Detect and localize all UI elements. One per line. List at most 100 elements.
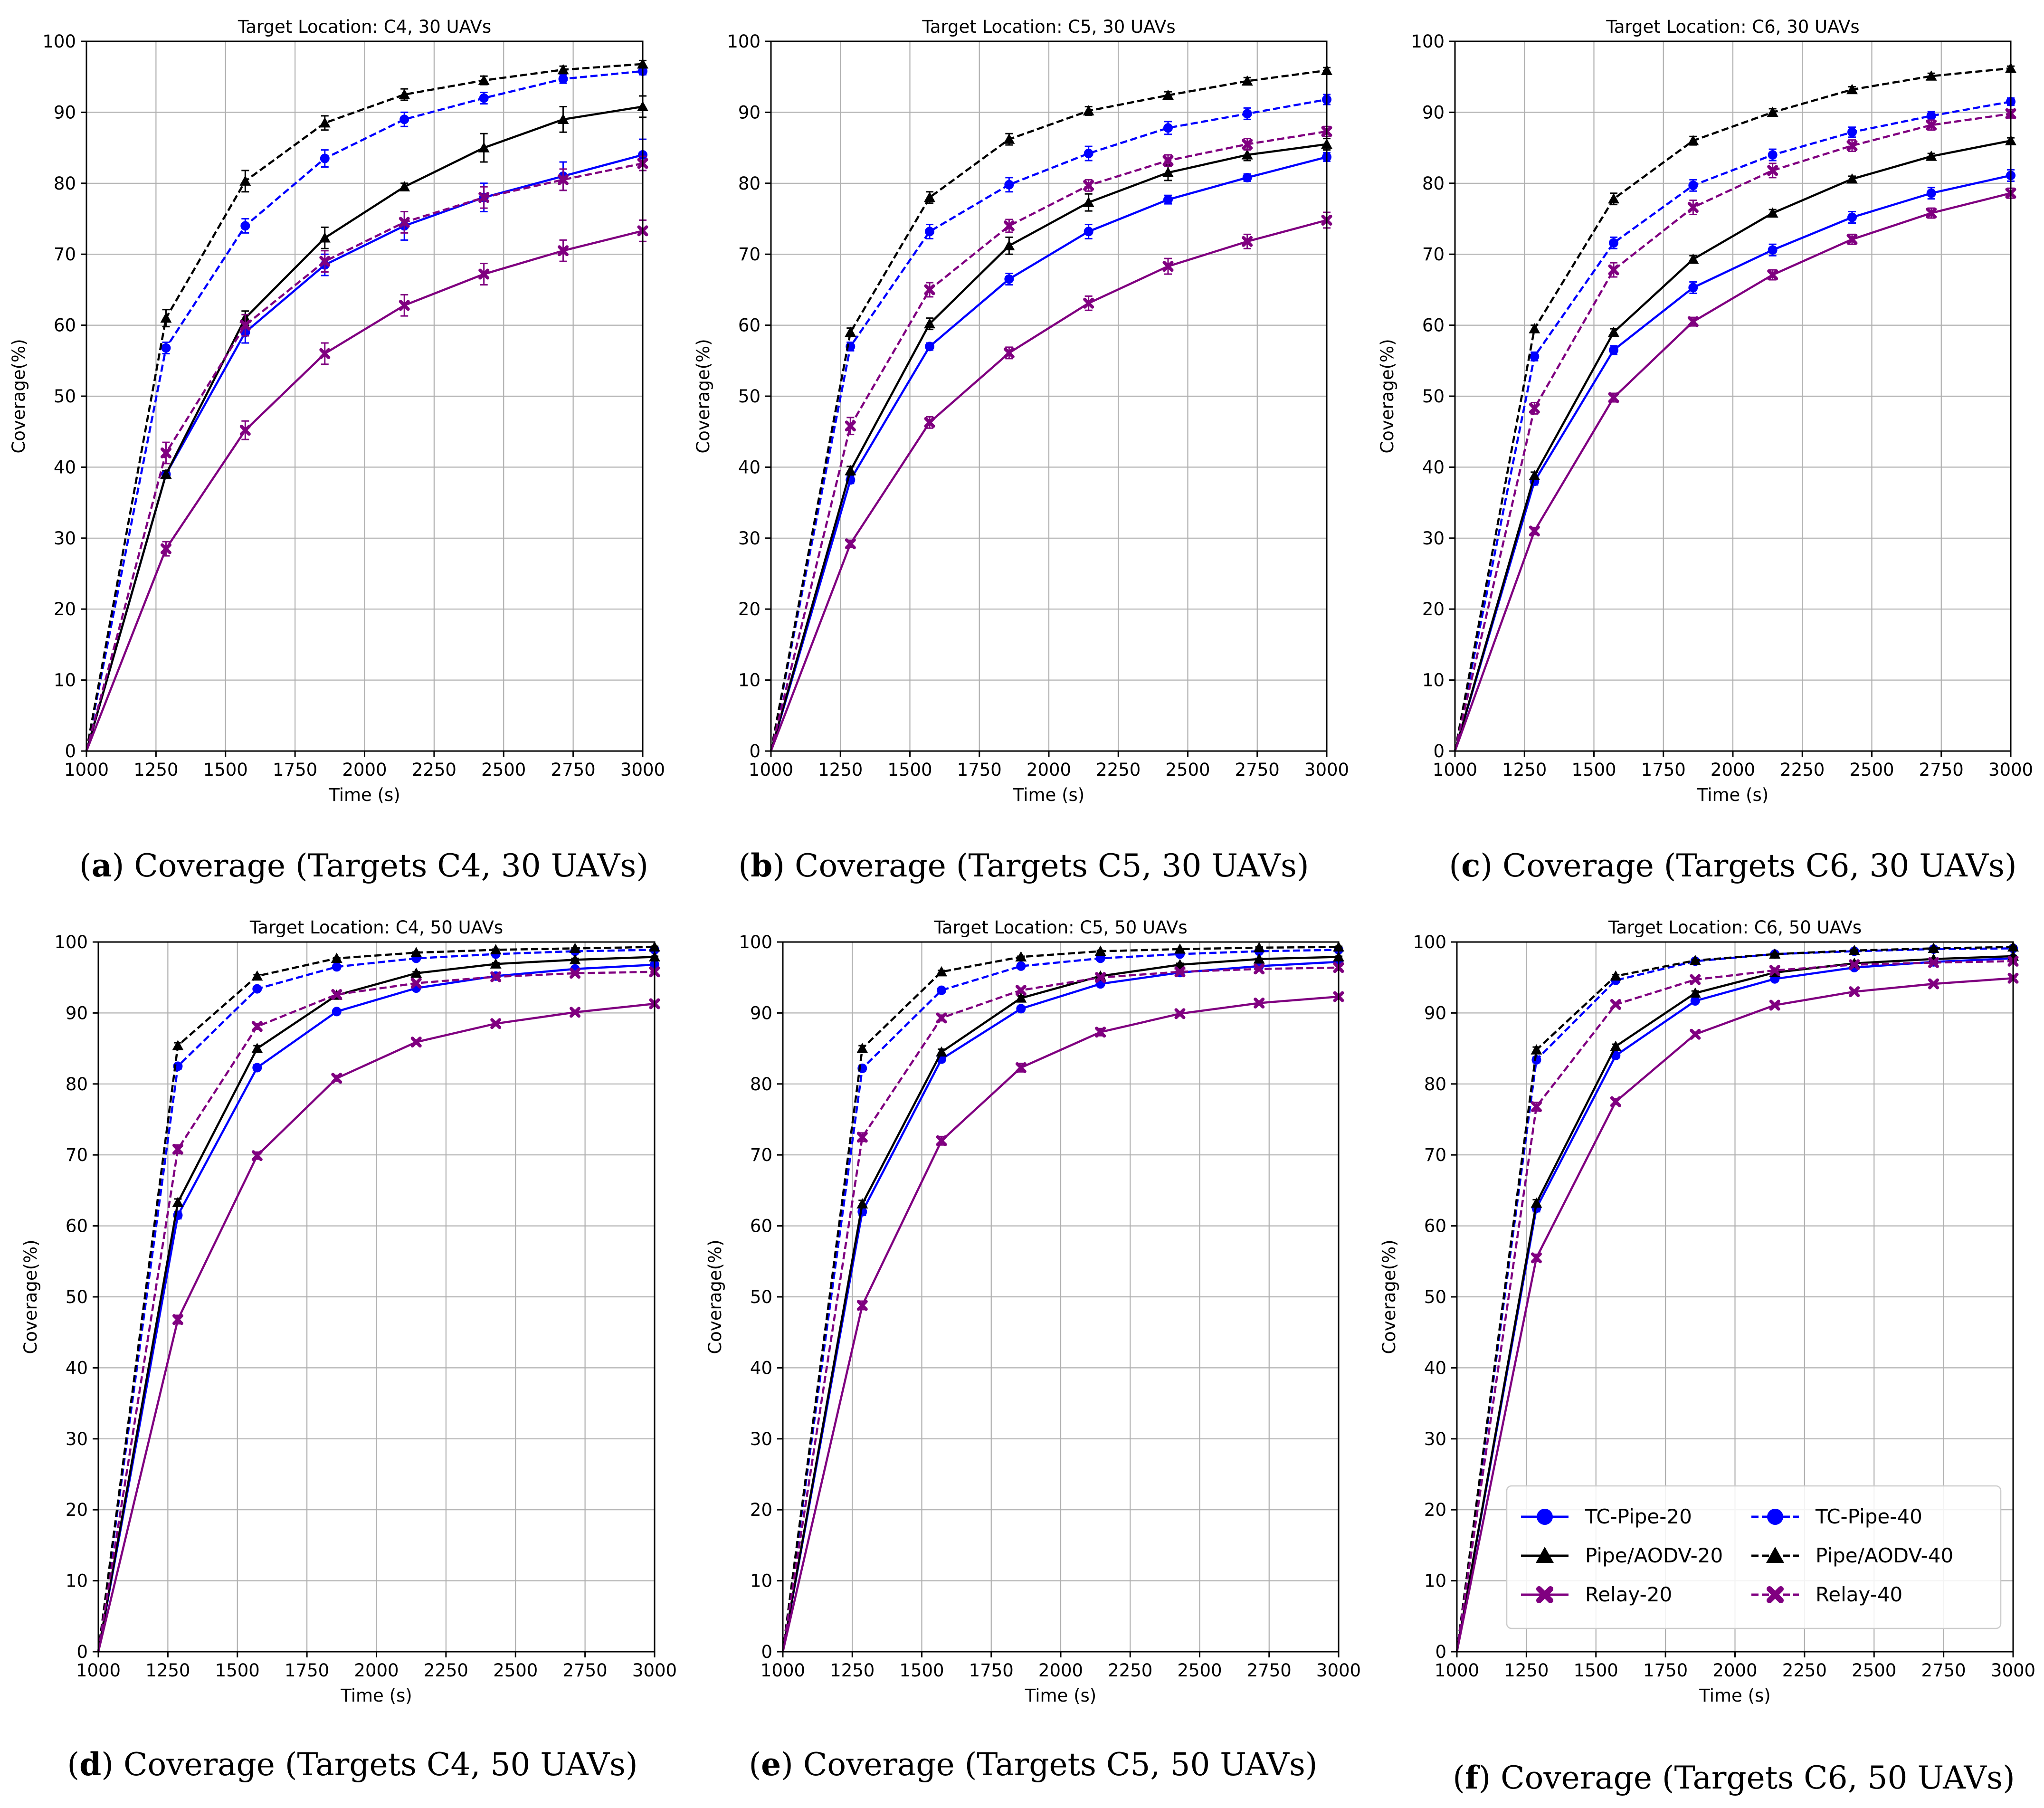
y-axis-label: Coverage(%) [1377, 339, 1398, 453]
x-axis-label: Time (s) [1699, 1685, 1770, 1706]
x-tick-label: 2250 [1780, 760, 1825, 780]
series-line [85, 63, 643, 752]
x-tick-label: 1750 [1643, 1660, 1688, 1681]
data-point [1174, 966, 1186, 978]
data-point [856, 1300, 868, 1311]
y-tick-label: 100 [42, 31, 76, 52]
y-tick-label: 100 [1411, 31, 1445, 52]
x-axis-label: Time (s) [328, 785, 400, 805]
legend-item-tc-pipe-20: TC-Pipe-20 [1521, 1505, 1692, 1528]
data-point [1253, 942, 1265, 952]
data-point [845, 465, 856, 476]
data-point [1687, 135, 1699, 145]
y-tick-label: 10 [1424, 1571, 1446, 1591]
data-point [1610, 999, 1621, 1010]
caption-label: b [751, 847, 772, 884]
series-line [97, 1002, 655, 1652]
x-tick-label: 1250 [1504, 1660, 1549, 1681]
x-tick-label: 1250 [818, 760, 863, 780]
caption: (d) Coverage (Targets C4, 50 UAVs) [67, 1746, 637, 1783]
series-relay-20 [781, 991, 1344, 1652]
y-tick-label: 70 [1422, 244, 1445, 265]
series-pipe-aodv-40 [85, 58, 648, 752]
x-tick-label: 3000 [1316, 1660, 1361, 1681]
series-pipe-aodv-20 [1454, 135, 2016, 752]
data-point [924, 191, 936, 202]
series-relay-20 [1454, 187, 2016, 752]
ticks: 1000 1250 1500 1750 2000 2250 2500 2750 3000 0 10 2… [727, 31, 1349, 780]
x-tick-label: 1250 [1502, 760, 1547, 780]
data-point [1094, 945, 1106, 956]
caption-close: ) [781, 1746, 803, 1783]
x-tick-label: 1500 [899, 1660, 944, 1681]
data-point [1610, 970, 1622, 981]
chart-title: Target Location: C5, 30 UAVs [922, 17, 1175, 37]
caption-label: a [92, 847, 112, 884]
data-point [1083, 180, 1094, 191]
chart-panel-6: 1000 1250 1500 1750 2000 2250 2500 2750 3000 0 10 2… [1379, 917, 2035, 1796]
data-point [1609, 238, 1619, 248]
data-point [1849, 986, 1860, 998]
data-point [1163, 123, 1173, 133]
data-point [925, 342, 935, 352]
caption-close: ) [1478, 1760, 1501, 1796]
series-line [770, 130, 1327, 752]
y-tick-label: 10 [54, 670, 76, 691]
series-tc-pipe-40 [770, 94, 1331, 752]
data-point [856, 1198, 868, 1209]
series-relay-20 [97, 998, 660, 1652]
x-tick-label: 3000 [1991, 1660, 2035, 1681]
legend-marker [1767, 1509, 1783, 1525]
y-tick-label: 50 [750, 1287, 772, 1307]
series-pipe-aodv-20 [770, 138, 1332, 752]
data-point [925, 227, 935, 237]
x-tick-label: 2500 [481, 760, 526, 780]
caption-text: Coverage (Targets C4, 50 UAVs) [124, 1746, 638, 1783]
data-point [569, 942, 581, 953]
series-tc-pipe-20 [781, 957, 1343, 1652]
caption-text: Coverage (Targets C6, 50 UAVs) [1501, 1760, 2015, 1796]
data-point [936, 1046, 948, 1057]
data-point [490, 1018, 502, 1029]
data-point [1925, 151, 1937, 161]
data-point [558, 245, 569, 257]
x-tick-label: 3000 [620, 760, 665, 780]
caption-open: ( [79, 847, 92, 884]
x-tick-label: 1000 [761, 1660, 805, 1681]
x-tick-label: 2250 [424, 1660, 468, 1681]
legend-marker [1536, 1547, 1554, 1563]
data-point [1689, 954, 1701, 965]
data-point [1768, 150, 1778, 160]
data-point [239, 320, 251, 331]
y-tick-label: 20 [750, 1500, 772, 1520]
y-tick-label: 30 [750, 1429, 772, 1449]
data-point [251, 970, 263, 981]
legend-box [1506, 1485, 2002, 1629]
chart-title: Target Location: C6, 30 UAVs [1606, 17, 1859, 37]
legend-marker [1536, 1586, 1553, 1603]
series-relay-40 [1454, 108, 2016, 752]
series-line [97, 963, 655, 1652]
data-point [160, 312, 172, 323]
series-line [85, 153, 643, 752]
data-point [1687, 253, 1699, 264]
y-tick-label: 10 [738, 670, 761, 691]
x-tick-label: 2000 [342, 760, 387, 780]
series-line [85, 162, 643, 752]
x-tick-label: 2750 [551, 760, 596, 780]
data-point [410, 1037, 422, 1048]
series-line [770, 98, 1327, 752]
data-point [1848, 944, 1860, 955]
data-point [1162, 167, 1174, 177]
series-line [1454, 139, 2011, 752]
y-tick-label: 80 [66, 1074, 88, 1094]
data-point [570, 968, 581, 979]
data-point [1241, 75, 1253, 86]
data-point [1529, 402, 1540, 414]
data-point [1016, 1004, 1026, 1014]
y-tick-label: 40 [54, 457, 76, 477]
data-point [399, 300, 410, 311]
data-point [1847, 212, 1857, 222]
caption-open: ( [738, 847, 751, 884]
y-tick-label: 90 [750, 1003, 772, 1023]
